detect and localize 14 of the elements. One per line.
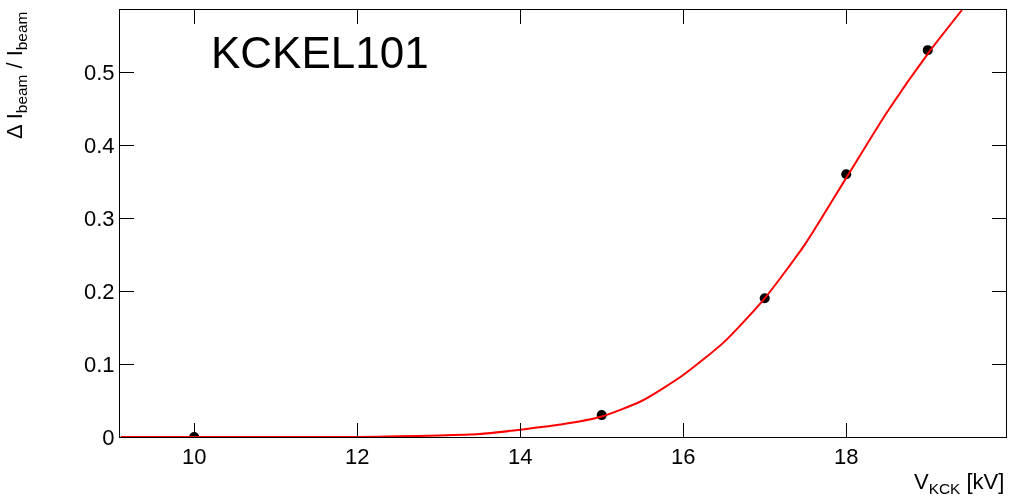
y-tick-label: 0.5 (84, 59, 115, 85)
y-tick-label: 0.3 (84, 205, 115, 231)
x-tick-label: 12 (344, 444, 370, 470)
x-tick-label: 18 (834, 444, 859, 470)
line-series (120, 10, 963, 437)
y-tick-label: 0.1 (84, 351, 115, 377)
x-tick-label: 10 (181, 444, 207, 470)
x-axis-title: V$_{KCK}$ [kV] (914, 469, 1005, 497)
x-tick-label: 14 (507, 444, 533, 470)
x-tick-label: 16 (670, 444, 696, 470)
y-tick-label: 0.4 (84, 132, 115, 158)
annotation: KCKEL101 (211, 28, 429, 77)
y-tick-label: 0 (102, 424, 115, 450)
y-tick-label: 0.2 (84, 278, 115, 304)
